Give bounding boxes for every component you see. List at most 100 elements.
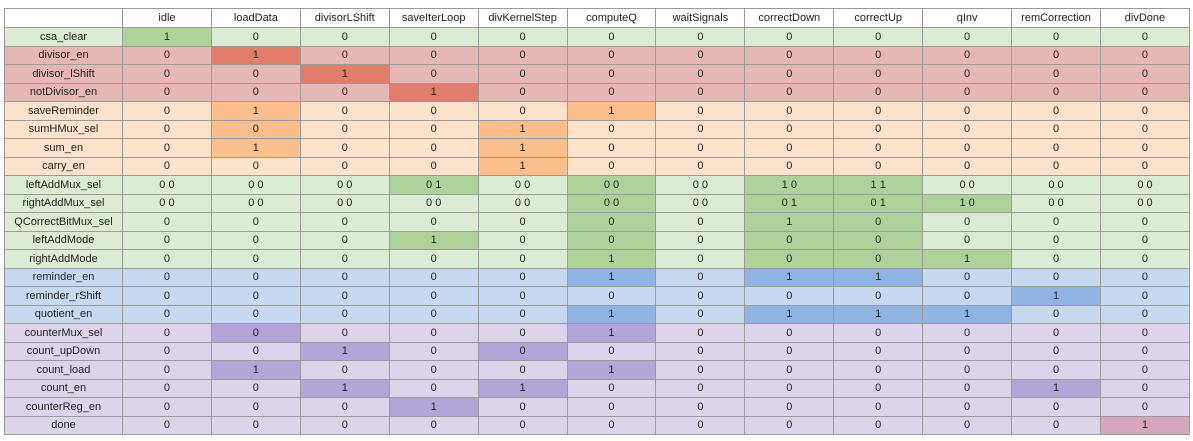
signal-row: sum_en 0 1 0 0 1 0 0 0 0 0 0 0 — [4, 138, 1191, 158]
signal-row: carry_en 0 0 0 0 1 0 0 0 0 0 0 0 — [4, 156, 1191, 176]
signal-value: 0 — [744, 378, 835, 398]
signal-name: rightAddMux_sel — [4, 193, 123, 213]
signal-value: 1 — [210, 138, 301, 158]
signal-value: 0 — [655, 267, 746, 287]
signal-value: 0 — [655, 249, 746, 269]
signal-value: 1 — [1099, 415, 1191, 435]
signal-value: 0 — [833, 415, 924, 435]
signal-name: notDivisor_en — [4, 82, 123, 102]
signal-value: 1 — [922, 304, 1013, 324]
signal-value: 0 — [1099, 212, 1191, 232]
signal-value: 0 — [655, 138, 746, 158]
signal-value: 0 — [566, 212, 657, 232]
column-header: loadData — [210, 8, 301, 28]
signal-value: 1 — [210, 101, 301, 121]
signal-value: 0 — [210, 82, 301, 102]
signal-value: 0 — [122, 82, 212, 102]
signal-value: 0 — [922, 378, 1013, 398]
signal-value: 0 — [210, 230, 301, 250]
signal-value: 0 — [655, 64, 746, 84]
signal-value: 0 — [922, 138, 1013, 158]
signal-value: 0 — [388, 323, 479, 343]
signal-value: 0 — [1011, 156, 1101, 176]
signal-value: 0 — [744, 64, 835, 84]
signal-value: 1 — [833, 304, 924, 324]
signal-value: 0 — [388, 415, 479, 435]
signal-value: 0 — [122, 138, 212, 158]
signal-name: done — [4, 415, 123, 435]
signal-value: 0 — [122, 304, 212, 324]
signal-value: 0 — [922, 286, 1013, 306]
signal-value: 0 — [299, 138, 390, 158]
signal-value: 1 — [922, 249, 1013, 269]
signal-value: 0 — [833, 156, 924, 176]
signal-value: 0 0 — [1099, 175, 1191, 195]
signal-value: 0 — [388, 360, 479, 380]
corner-cell — [4, 8, 123, 28]
signal-row: count_load 0 1 0 0 0 1 0 0 0 0 0 0 — [4, 360, 1191, 380]
signal-value: 0 — [655, 82, 746, 102]
signal-value: 0 — [566, 45, 657, 65]
signal-value: 0 — [744, 119, 835, 139]
signal-value: 0 — [299, 45, 390, 65]
signal-value: 0 — [744, 45, 835, 65]
signal-value: 0 — [388, 286, 479, 306]
signal-value: 0 — [1011, 323, 1101, 343]
signal-value: 0 — [922, 119, 1013, 139]
signal-value: 1 1 — [833, 175, 924, 195]
signal-value: 0 — [299, 304, 390, 324]
signal-value: 0 0 — [1099, 193, 1191, 213]
signal-row: done 0 0 0 0 0 0 0 0 0 0 0 1 — [4, 415, 1191, 435]
signal-value: 0 — [388, 101, 479, 121]
signal-value: 0 0 — [299, 193, 390, 213]
signal-value: 0 — [655, 45, 746, 65]
signal-value: 0 — [922, 230, 1013, 250]
signal-value: 0 0 — [122, 193, 212, 213]
signal-value: 0 — [477, 82, 568, 102]
signal-value: 0 1 — [388, 175, 479, 195]
signal-row: reminder_en 0 0 0 0 0 1 0 1 1 0 0 0 — [4, 267, 1191, 287]
signal-value: 0 — [210, 64, 301, 84]
signal-value: 0 — [477, 101, 568, 121]
signal-value: 0 — [299, 119, 390, 139]
signal-value: 0 — [210, 378, 301, 398]
signal-value: 1 — [744, 304, 835, 324]
signal-value: 0 — [1011, 304, 1101, 324]
signal-value: 0 — [477, 286, 568, 306]
signal-value: 0 1 — [744, 193, 835, 213]
signal-value: 0 — [922, 323, 1013, 343]
signal-value: 0 — [299, 249, 390, 269]
signal-value: 0 0 — [566, 193, 657, 213]
signal-value: 1 — [122, 27, 212, 47]
signal-value: 0 — [388, 212, 479, 232]
signal-row: leftAddMode 0 0 0 1 0 0 0 0 0 0 0 0 — [4, 230, 1191, 250]
signal-name: reminder_en — [4, 267, 123, 287]
signal-value: 0 — [210, 119, 301, 139]
signal-value: 0 — [477, 415, 568, 435]
signal-value: 0 — [210, 415, 301, 435]
signal-value: 0 — [122, 286, 212, 306]
signal-value: 0 — [744, 323, 835, 343]
signal-value: 0 — [210, 27, 301, 47]
column-header: correctDown — [744, 8, 835, 28]
signal-value: 1 0 — [744, 175, 835, 195]
column-header: correctUp — [833, 8, 924, 28]
signal-value: 0 0 — [655, 175, 746, 195]
signal-value: 0 — [299, 397, 390, 417]
signal-value: 0 — [1099, 378, 1191, 398]
signal-value: 0 — [477, 304, 568, 324]
signal-value: 0 — [833, 212, 924, 232]
signal-value: 0 — [477, 45, 568, 65]
signal-value: 0 — [299, 82, 390, 102]
signal-value: 0 — [566, 138, 657, 158]
signal-value: 0 — [1099, 323, 1191, 343]
signal-value: 0 — [477, 341, 568, 361]
signal-value: 0 0 — [388, 193, 479, 213]
signal-value: 0 — [922, 82, 1013, 102]
signal-value: 0 — [655, 415, 746, 435]
signal-name: csa_clear — [4, 27, 123, 47]
signal-value: 0 — [744, 82, 835, 102]
signal-name: counterReg_en — [4, 397, 123, 417]
